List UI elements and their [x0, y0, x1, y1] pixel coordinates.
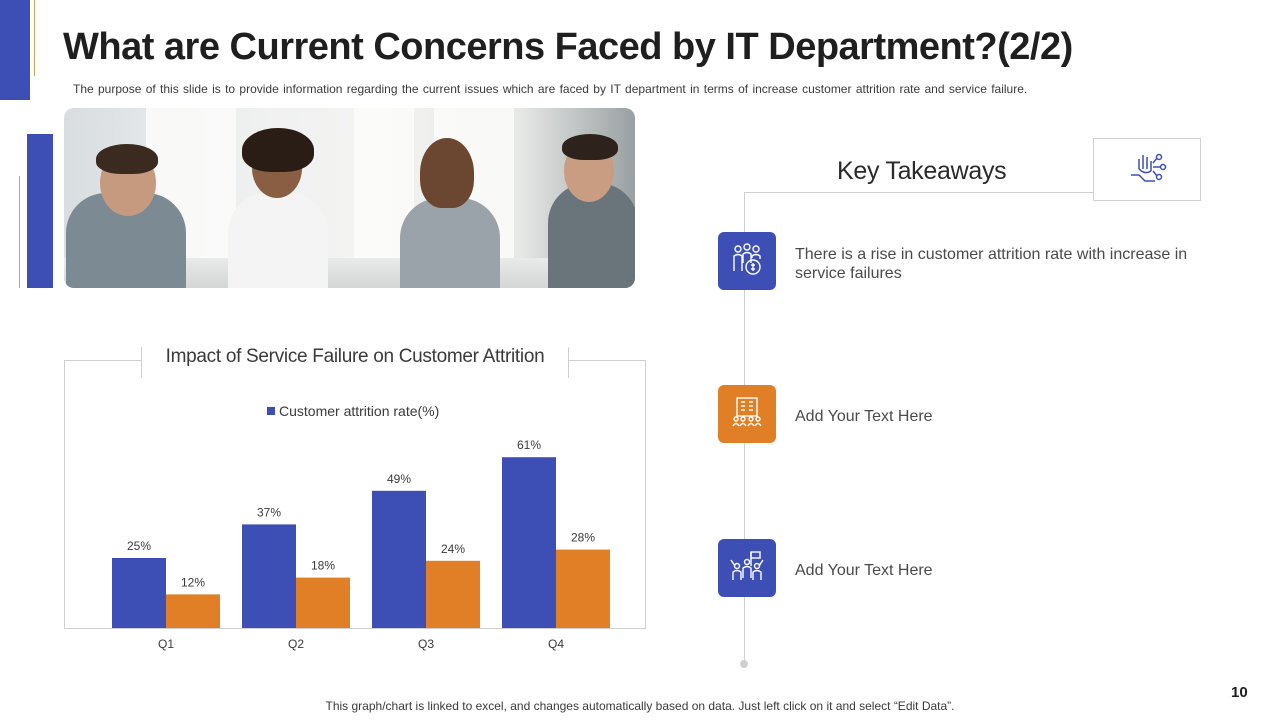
x-tick-label: Q3	[418, 637, 434, 651]
x-tick-label: Q1	[158, 637, 174, 651]
bar-q3-series-2[interactable]	[426, 560, 480, 628]
data-label: 37%	[257, 505, 281, 519]
bar-q1-series-2[interactable]	[166, 594, 220, 628]
chart-legend: Customer attrition rate(%)	[267, 403, 439, 419]
customer-money-icon	[729, 241, 765, 282]
page-title: What are Current Concerns Faced by IT De…	[63, 26, 1073, 68]
accent-line-top	[34, 0, 35, 76]
bar-q1-series-1[interactable]	[112, 558, 166, 628]
chart-title: Impact of Service Failure on Customer At…	[165, 346, 545, 367]
data-label: 18%	[311, 559, 335, 573]
takeaway-3-icon-tile	[718, 539, 776, 597]
hand-network-icon	[1125, 145, 1169, 194]
team-meeting-photo	[64, 108, 635, 288]
building-people-icon	[729, 394, 765, 435]
page-number: 10	[1231, 684, 1248, 701]
bar-chart[interactable]: 25% 12% Q1 37% 18% Q2 49% 24% Q3 61% 28% Q4	[64, 420, 646, 660]
legend-swatch	[267, 407, 275, 415]
timeline-end-dot	[740, 660, 748, 668]
footer-note: This graph/chart is linked to excel, and…	[325, 699, 955, 713]
timeline-top-line	[744, 192, 1200, 193]
bar-q4-series-1[interactable]	[502, 457, 556, 628]
data-label: 24%	[441, 542, 465, 556]
data-label: 12%	[181, 575, 205, 589]
accent-bar-mid	[27, 134, 53, 288]
accent-bar-top	[0, 0, 30, 100]
takeaway-1-icon-tile	[718, 232, 776, 290]
bar-q4-series-2[interactable]	[556, 549, 610, 628]
legend-label: Customer attrition rate(%)	[279, 403, 440, 419]
takeaway-2-text: Add Your Text Here	[795, 408, 933, 425]
accent-line-mid	[19, 176, 20, 288]
takeaway-1-text: There is a rise in customer attrition ra…	[795, 246, 1188, 282]
takeaways-icon-box	[1093, 138, 1201, 201]
bar-q2-series-1[interactable]	[242, 524, 296, 628]
data-label: 61%	[517, 438, 541, 452]
x-tick-label: Q4	[548, 637, 564, 651]
takeaway-3-text: Add Your Text Here	[795, 562, 933, 579]
team-flag-icon	[729, 548, 765, 589]
data-label: 25%	[127, 539, 151, 553]
takeaways-heading: Key Takeaways	[837, 157, 1007, 185]
data-label: 28%	[571, 531, 595, 545]
page-subtitle: The purpose of this slide is to provide …	[73, 82, 1028, 96]
bar-q2-series-2[interactable]	[296, 577, 350, 628]
x-tick-label: Q2	[288, 637, 304, 651]
data-label: 49%	[387, 472, 411, 486]
takeaway-2-icon-tile	[718, 385, 776, 443]
bar-q3-series-1[interactable]	[372, 490, 426, 628]
